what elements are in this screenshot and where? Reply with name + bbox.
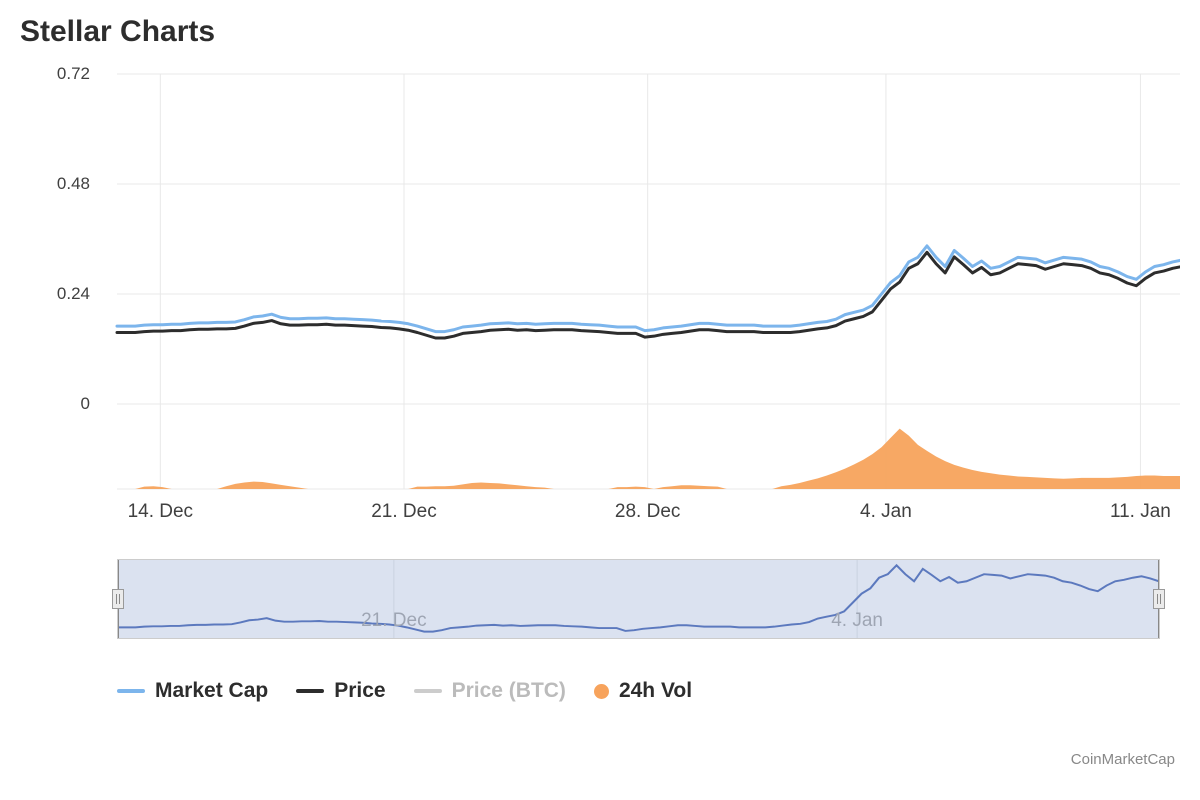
navigator-chart[interactable]: 21. Dec4. Jan bbox=[117, 559, 1160, 639]
legend-label: Market Cap bbox=[155, 679, 268, 703]
legend-swatch bbox=[296, 689, 324, 693]
y-tick-label: 0.72 bbox=[20, 64, 90, 84]
chart-area: 00.240.480.72 14. Dec21. Dec28. Dec4. Ja… bbox=[20, 69, 1180, 703]
x-tick-label: 4. Jan bbox=[860, 501, 912, 523]
legend-label: Price bbox=[334, 679, 385, 703]
legend: Market Cap Price Price (BTC) 24h Vol bbox=[117, 679, 1180, 703]
x-tick-label: 21. Dec bbox=[371, 501, 436, 523]
legend-swatch bbox=[117, 689, 145, 693]
legend-swatch bbox=[414, 689, 442, 693]
navigator-handle-left[interactable] bbox=[112, 589, 124, 609]
x-tick-label: 11. Jan bbox=[1110, 501, 1171, 523]
legend-label: Price (BTC) bbox=[452, 679, 566, 703]
legend-item-price_btc[interactable]: Price (BTC) bbox=[414, 679, 566, 703]
y-tick-label: 0.48 bbox=[20, 174, 90, 194]
legend-item-market_cap[interactable]: Market Cap bbox=[117, 679, 268, 703]
y-tick-label: 0.24 bbox=[20, 284, 90, 304]
navigator-handle-right[interactable] bbox=[1153, 589, 1165, 609]
legend-item-price[interactable]: Price bbox=[296, 679, 385, 703]
legend-swatch bbox=[594, 684, 609, 699]
legend-label: 24h Vol bbox=[619, 679, 692, 703]
navigator-mask[interactable] bbox=[118, 560, 1159, 638]
legend-item-volume[interactable]: 24h Vol bbox=[594, 679, 692, 703]
page-title: Stellar Charts bbox=[20, 15, 1180, 49]
y-tick-label: 0 bbox=[20, 394, 90, 414]
main-chart[interactable]: 00.240.480.72 14. Dec21. Dec28. Dec4. Ja… bbox=[20, 69, 1180, 519]
x-tick-label: 28. Dec bbox=[615, 501, 680, 523]
x-tick-label: 14. Dec bbox=[128, 501, 193, 523]
attribution: CoinMarketCap bbox=[1071, 751, 1175, 768]
